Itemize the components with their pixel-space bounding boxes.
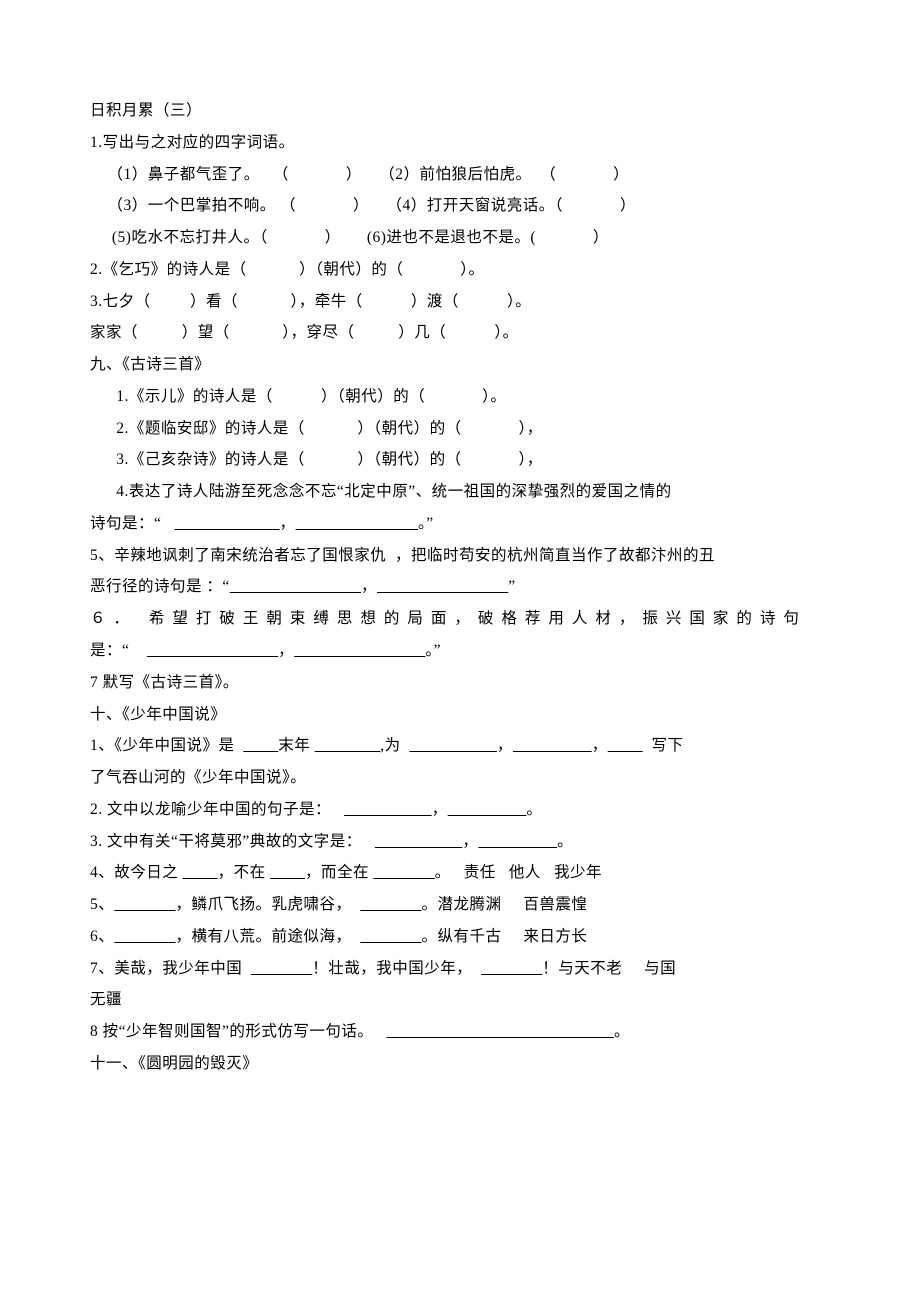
blank[interactable]: [360, 896, 421, 913]
blank[interactable]: [608, 737, 643, 754]
section-11-title: 十一、《圆明园的毁灭》: [90, 1048, 830, 1080]
blank[interactable]: [377, 578, 508, 595]
s9-q2: 2.《题临安邸》的诗人是（ ）（朝代）的（ ），: [90, 413, 830, 445]
blank[interactable]: [147, 642, 278, 659]
q3-line-1: 3.七夕（ ）看（ ），牵牛（ ）渡（ ）。: [90, 286, 830, 318]
text: 。”: [425, 642, 441, 659]
blank[interactable]: [373, 864, 434, 881]
blank[interactable]: [296, 515, 419, 532]
blank[interactable]: [114, 928, 175, 945]
blank[interactable]: [344, 801, 432, 818]
s10-q7-line2: 无疆: [90, 984, 830, 1016]
text: ，: [280, 515, 296, 532]
s9-q1: 1.《示儿》的诗人是（ ）（朝代）的（ ）。: [90, 381, 830, 413]
s10-q7-line1: 7、美哉，我少年中国 ！壮哉，我中国少年， ！与天不老 与国: [90, 953, 830, 985]
s10-q4: 4、故今日之 ，不在 ，而全在 。 责任 他人 我少年: [90, 857, 830, 889]
section-title-riji: 日积月累（三）: [90, 95, 830, 127]
text: ,为: [380, 737, 409, 754]
q1-row-3-4: （3）一个巴掌拍不响。 （ ） （4）打开天窗说亮话。（ ）: [90, 190, 830, 222]
text: 5、: [90, 896, 114, 913]
text: ，: [432, 801, 448, 818]
text: 4、故今日之: [90, 864, 183, 881]
text: 2. 文中以龙喻少年中国的句子是：: [90, 801, 344, 818]
q1-row-5-6: (5)吃水不忘打井人。（ ） (6)进也不是退也不是。( ）: [90, 222, 830, 254]
text: ，: [497, 737, 513, 754]
text: ，: [462, 833, 478, 850]
text: 恶行径的诗句是 ：“: [90, 578, 230, 595]
blank[interactable]: [478, 833, 557, 850]
s10-q1-line2: 了气吞山河的《少年中国说》。: [90, 762, 830, 794]
s9-q5-line1: 5、辛辣地讽刺了南宋统治者忘了国恨家仇 ，把临时苟安的杭州简直当作了故都汴州的丑: [90, 540, 830, 572]
text: ”: [508, 578, 515, 595]
blank[interactable]: [270, 864, 305, 881]
text: 1、《少年中国说》是: [90, 737, 243, 754]
s9-q4-line2: 诗句是：“ ， 。”: [90, 508, 830, 540]
text: 。: [614, 1023, 630, 1040]
text: 。 责任 他人 我少年: [435, 864, 602, 881]
text: 3. 文中有关“干将莫邪”典故的文字是：: [90, 833, 375, 850]
s10-q3: 3. 文中有关“干将莫邪”典故的文字是： ， 。: [90, 826, 830, 858]
text: 6、: [90, 928, 114, 945]
blank[interactable]: [375, 833, 463, 850]
text: 。潜龙腾渊 百兽震惶: [422, 896, 588, 913]
blank[interactable]: [243, 737, 278, 754]
document-page: 日积月累（三） 1.写出与之对应的四字词语。 （1）鼻子都气歪了。 （ ） （2…: [0, 0, 920, 1303]
section-10-title: 十、《少年中国说》: [90, 699, 830, 731]
blank[interactable]: [251, 960, 312, 977]
s9-q6-line1: ６． 希望打破王朝束缚思想的局面，破格荐用人材，振兴国家的诗句: [90, 603, 830, 635]
s9-q3: 3.《己亥杂诗》的诗人是（ ）（朝代）的（ ），: [90, 444, 830, 476]
s9-q4-line1: 4.表达了诗人陆游至死念念不忘“北定中原”、统一祖国的深挚强烈的爱国之情的: [90, 476, 830, 508]
text: 末年: [278, 737, 314, 754]
s10-q6: 6、 ，横有八荒。前途似海， 。纵有千古 来日方长: [90, 921, 830, 953]
blank[interactable]: [114, 896, 175, 913]
blank[interactable]: [183, 864, 218, 881]
s10-q1-line1: 1、《少年中国说》是 末年 ,为 ， ， 写下: [90, 730, 830, 762]
text: 诗句是：“: [90, 515, 175, 532]
blank[interactable]: [230, 578, 361, 595]
text: ，不在: [218, 864, 270, 881]
s9-q5-line2: 恶行径的诗句是 ：“ ， ”: [90, 571, 830, 603]
text: ，鳞爪飞扬。乳虎啸谷，: [176, 896, 361, 913]
text: ，: [278, 642, 294, 659]
text: ，: [361, 578, 377, 595]
blank[interactable]: [315, 737, 381, 754]
s10-q8: 8 按“少年智则国智”的形式仿写一句话。 。: [90, 1016, 830, 1048]
blank[interactable]: [409, 737, 497, 754]
q3-line-2: 家家（ ）望（ ），穿尽（ ）几（ ）。: [90, 317, 830, 349]
text: 。: [526, 801, 542, 818]
text: ，横有八荒。前途似海，: [176, 928, 361, 945]
blank[interactable]: [387, 1023, 615, 1040]
text: 写下: [643, 737, 684, 754]
q1-stem: 1.写出与之对应的四字词语。: [90, 127, 830, 159]
blank[interactable]: [360, 928, 421, 945]
text: ，而全在: [305, 864, 373, 881]
text: 是：“: [90, 642, 147, 659]
text: 。纵有千古 来日方长: [422, 928, 588, 945]
blank[interactable]: [481, 960, 542, 977]
text: ！与天不老 与国: [542, 960, 676, 977]
blank[interactable]: [448, 801, 527, 818]
text: 。”: [418, 515, 434, 532]
s10-q2: 2. 文中以龙喻少年中国的句子是： ， 。: [90, 794, 830, 826]
q2-line: 2.《乞巧》的诗人是（ ）（朝代）的（ ）。: [90, 254, 830, 286]
s10-q5: 5、 ，鳞爪飞扬。乳虎啸谷， 。潜龙腾渊 百兽震惶: [90, 889, 830, 921]
blank[interactable]: [175, 515, 280, 532]
blank[interactable]: [513, 737, 592, 754]
s9-q7: 7 默写《古诗三首》。: [90, 667, 830, 699]
text: ！壮哉，我中国少年，: [312, 960, 481, 977]
text: 8 按“少年智则国智”的形式仿写一句话。: [90, 1023, 387, 1040]
blank[interactable]: [294, 642, 425, 659]
text: ，: [592, 737, 608, 754]
q1-row-1-2: （1）鼻子都气歪了。 （ ） （2）前怕狼后怕虎。 （ ）: [90, 159, 830, 191]
section-9-title: 九、《古诗三首》: [90, 349, 830, 381]
text: 7、美哉，我少年中国: [90, 960, 251, 977]
s9-q6-line2: 是：“ ， 。”: [90, 635, 830, 667]
text: 。: [557, 833, 573, 850]
